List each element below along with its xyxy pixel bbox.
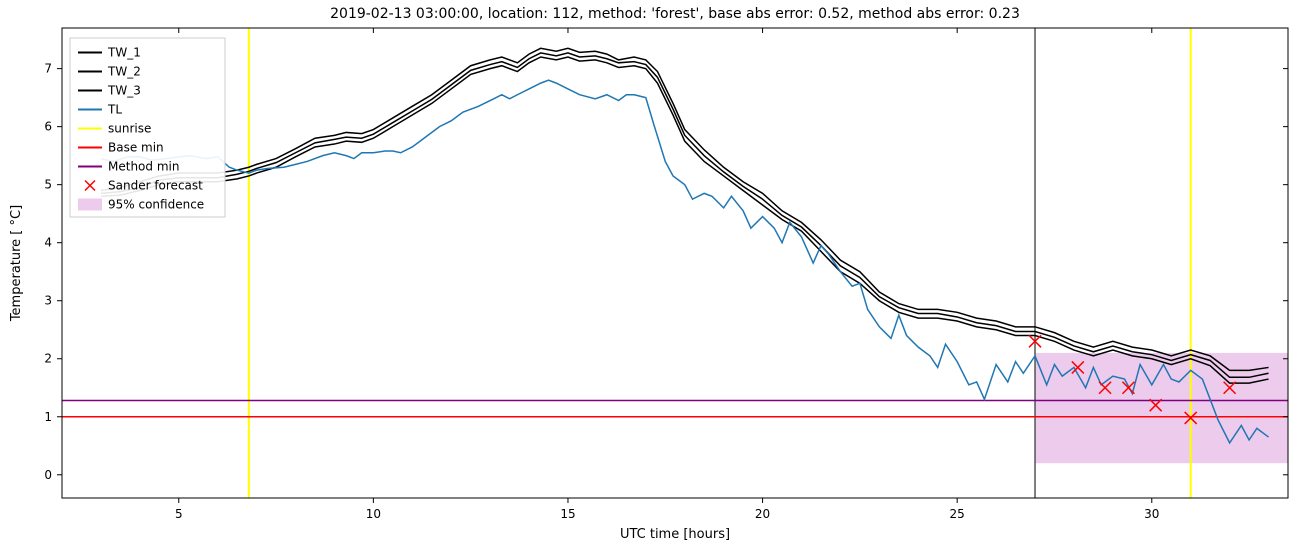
ytick-label: 6 (44, 120, 52, 134)
legend-swatch (78, 199, 102, 211)
y-axis-label: Temperature [ °C] (9, 205, 24, 322)
legend: TW_1 TW_2 TW_3 TL sunrise Base min Method min S… (70, 38, 225, 217)
xtick-label: 5 (175, 507, 183, 521)
legend-label: 95% confidence (108, 198, 204, 212)
legend-label: Method min (108, 160, 179, 174)
xtick-label: 30 (1144, 507, 1159, 521)
legend-label: sunrise (108, 122, 151, 136)
ytick-label: 7 (44, 62, 52, 76)
x-axis-label: UTC time [hours] (620, 527, 730, 542)
legend-label: TW_3 (107, 84, 141, 98)
legend-label: Base min (108, 141, 164, 155)
ytick-label: 1 (44, 410, 52, 424)
ytick-label: 3 (44, 294, 52, 308)
xtick-label: 10 (366, 507, 381, 521)
xtick-label: 20 (755, 507, 770, 521)
legend-label: TW_2 (107, 65, 141, 79)
ytick-label: 5 (44, 178, 52, 192)
ytick-label: 4 (44, 236, 52, 250)
ytick-label: 0 (44, 468, 52, 482)
chart-title: 2019-02-13 03:00:00, location: 112, meth… (330, 6, 1020, 22)
xtick-label: 25 (950, 507, 965, 521)
chart-svg: 5 10 15 20 25 30 0 1 2 3 4 5 6 7 UTC time [hours] Tempe… (0, 0, 1302, 547)
xtick-label: 15 (560, 507, 575, 521)
chart-container: 5 10 15 20 25 30 0 1 2 3 4 5 6 7 UTC time [hours] Tempe… (0, 0, 1302, 547)
legend-label: TL (107, 103, 122, 117)
ytick-label: 2 (44, 352, 52, 366)
legend-label: Sander forecast (108, 179, 203, 193)
legend-label: TW_1 (107, 46, 141, 60)
